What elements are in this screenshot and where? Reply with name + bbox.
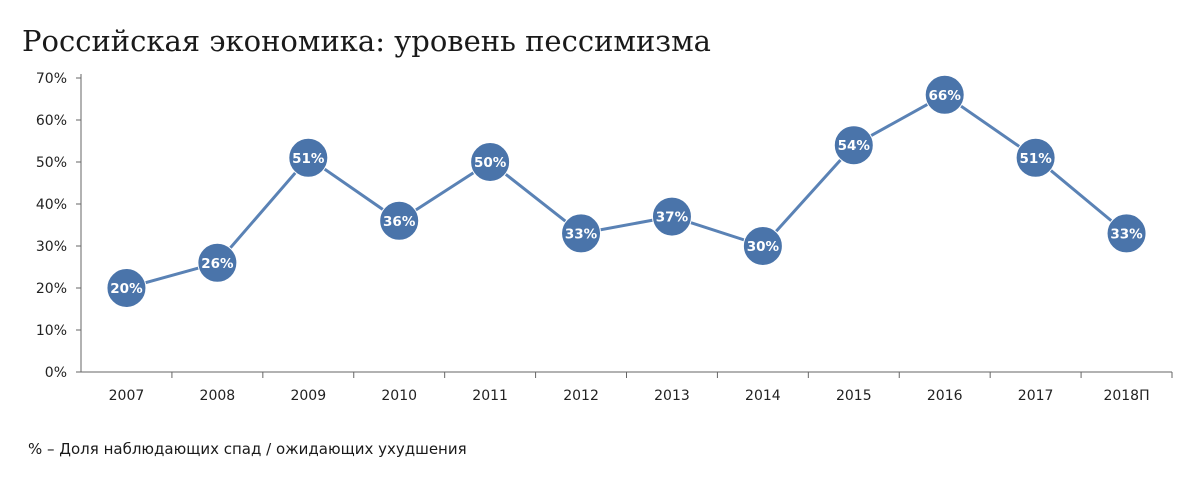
data-point <box>106 268 147 308</box>
data-point <box>288 137 329 178</box>
data-point <box>561 213 602 254</box>
series-line <box>126 93 1128 290</box>
x-tick-label: 2008 <box>200 388 236 404</box>
data-label: 26% <box>201 256 234 272</box>
data-label: 37% <box>656 210 689 226</box>
y-tick-label: 40% <box>36 197 67 213</box>
data-label: 33% <box>1110 226 1143 242</box>
x-tick-label: 2013 <box>654 388 690 404</box>
data-label: 50% <box>474 155 507 171</box>
data-label: 36% <box>383 214 416 230</box>
data-point <box>651 196 692 237</box>
x-tick-label: 2007 <box>109 388 145 404</box>
x-tick-label: 2016 <box>927 388 963 404</box>
x-tick-label: 2012 <box>563 388 599 404</box>
data-point <box>833 125 874 166</box>
data-point <box>1015 137 1056 178</box>
footnote: % – Доля наблюдающих спад / ожидающих ух… <box>28 440 467 458</box>
data-point <box>470 142 511 182</box>
data-markers: 20% 26% 51% 36% 50% 33% 37% 30% 54% 66% 51% 33% <box>106 74 1147 308</box>
x-axis: 2007 2008 2009 2010 2011 2012 2013 2014 2015 2016… <box>81 371 1173 404</box>
data-point <box>379 200 420 241</box>
y-tick-label: 70% <box>36 71 67 87</box>
data-label: 51% <box>1019 151 1052 167</box>
y-axis: 0% 10% 20% 30% 40% 50% 60% 70% <box>36 71 82 381</box>
y-tick-label: 20% <box>36 281 67 297</box>
data-label: 30% <box>747 239 780 255</box>
y-tick-label: 50% <box>36 155 67 171</box>
x-tick-label: 2015 <box>836 388 872 404</box>
data-label: 51% <box>292 151 325 167</box>
x-tick-label: 2011 <box>472 388 508 404</box>
data-label: 66% <box>929 88 962 104</box>
data-point <box>924 74 965 115</box>
series-polyline <box>126 93 1128 290</box>
data-point <box>197 242 238 283</box>
chart-title: Российская экономика: уровень пессимизма <box>22 24 711 58</box>
data-label: 33% <box>565 226 598 242</box>
data-label: 54% <box>838 138 871 154</box>
x-tick-label: 2009 <box>290 388 326 404</box>
y-tick-label: 10% <box>36 323 67 339</box>
y-tick-label: 60% <box>36 113 67 129</box>
data-point <box>742 226 783 266</box>
y-tick-label: 30% <box>36 239 67 255</box>
x-tick-label: 2017 <box>1018 388 1054 404</box>
data-label: 20% <box>110 281 143 297</box>
x-tick-label: 2010 <box>381 388 417 404</box>
y-tick-label: 0% <box>45 365 67 381</box>
x-tick-label: 2014 <box>745 388 781 404</box>
data-point <box>1106 213 1147 254</box>
x-tick-label: 2018П <box>1103 388 1149 404</box>
